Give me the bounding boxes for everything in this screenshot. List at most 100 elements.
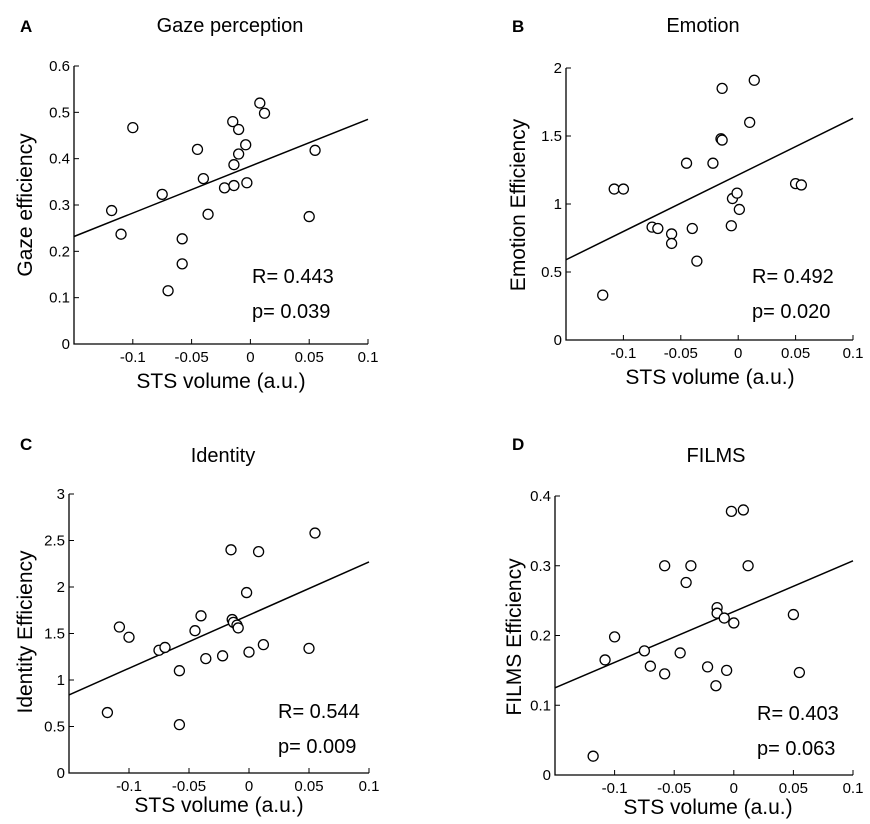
data-point <box>744 116 756 129</box>
panel-title: Gaze perception <box>157 15 304 37</box>
data-point <box>240 139 252 151</box>
y-tick-label: 2 <box>554 60 562 77</box>
panel-title: FILMS <box>687 445 746 467</box>
axes-frame <box>554 496 853 776</box>
data-point <box>227 115 239 128</box>
panel-title: Emotion <box>666 15 739 37</box>
panel-title: Identity <box>191 445 255 467</box>
regression-line <box>554 560 854 689</box>
y-tick-label: 0.5 <box>44 719 65 736</box>
data-point <box>309 527 321 539</box>
data-point <box>710 680 722 692</box>
data-point <box>200 652 212 665</box>
y-tick-label: 0.5 <box>541 264 562 281</box>
data-point <box>202 208 214 220</box>
data-point <box>232 148 245 160</box>
data-point <box>795 179 807 191</box>
data-point <box>644 660 657 672</box>
y-tick-label: 0.3 <box>49 197 70 214</box>
p-value-label: p= 0.063 <box>757 738 835 760</box>
y-tick-label: 2 <box>57 579 65 596</box>
data-point <box>725 220 737 232</box>
x-axis-label: STS volume (a.u.) <box>625 366 794 389</box>
correlation-r-label: R= 0.544 <box>278 701 360 723</box>
data-point <box>197 172 210 185</box>
data-point <box>303 642 315 655</box>
data-point <box>608 183 620 195</box>
data-point <box>665 237 678 250</box>
regression-line <box>73 118 369 238</box>
y-tick-label: 1.5 <box>541 128 562 145</box>
p-value-label: p= 0.020 <box>752 301 830 323</box>
data-point <box>728 617 740 629</box>
data-point <box>228 159 240 171</box>
data-point <box>680 576 692 589</box>
data-point <box>691 255 703 267</box>
x-tick-label: 0 <box>246 349 254 366</box>
data-point <box>195 610 207 622</box>
data-point <box>720 664 733 677</box>
panel-d: D FILMS -0.1 -0.05 0 0.05 0.1 0 0.1 0.2 0.3 0.4 STS … <box>503 435 863 819</box>
x-tick-label: 0.05 <box>295 349 324 366</box>
data-point <box>225 544 237 556</box>
data-point <box>733 203 745 216</box>
panel-a: A Gaze perception -0.1 -0.05 0 0.05 0.1 0 0.1 0.2… <box>14 15 378 393</box>
data-point <box>716 82 728 95</box>
data-point <box>665 228 678 240</box>
x-tick-label: -0.05 <box>172 778 206 795</box>
data-point <box>232 123 245 136</box>
y-tick-label: 0.2 <box>49 243 70 260</box>
x-tick-label: 0.1 <box>843 780 864 797</box>
data-point <box>176 258 188 270</box>
x-tick-label: -0.1 <box>116 778 142 795</box>
y-tick-label: 0.5 <box>49 104 70 121</box>
x-tick-label: 0.05 <box>781 345 810 362</box>
x-tick-label: 0.05 <box>294 778 323 795</box>
panel-c: C Identity -0.1 -0.05 0 0.05 0.1 0 0.5 1 1.5 2 2.5 3 S… <box>14 435 379 817</box>
y-tick-label: 0.1 <box>530 697 551 714</box>
data-point <box>173 718 186 731</box>
y-tick-label: 1 <box>57 672 65 689</box>
data-point <box>241 177 253 189</box>
data-point <box>725 505 738 517</box>
y-tick-label: 3 <box>57 486 65 503</box>
data-point <box>599 654 611 666</box>
y-axis-label: Identity Efficiency <box>14 550 37 714</box>
data-point <box>638 645 651 657</box>
data-point <box>659 668 671 680</box>
y-tick-label: 1 <box>554 196 562 213</box>
axes-frame <box>565 68 853 341</box>
x-axis-label: STS volume (a.u.) <box>623 796 792 819</box>
data-point <box>793 666 806 679</box>
y-tick-label: 0 <box>543 767 551 784</box>
data-point <box>115 228 127 240</box>
x-tick-label: 0 <box>734 345 742 362</box>
correlation-r-label: R= 0.403 <box>757 703 839 725</box>
data-point <box>597 289 609 301</box>
axes-frame <box>68 494 369 774</box>
data-point <box>232 622 244 634</box>
data-point <box>608 631 621 643</box>
data-point <box>189 625 201 637</box>
data-point <box>252 546 265 558</box>
data-point <box>674 647 686 659</box>
data-point <box>127 121 139 134</box>
data-point <box>228 179 240 192</box>
x-tick-label: 0 <box>730 780 738 797</box>
data-point <box>716 134 728 146</box>
data-point <box>748 74 760 86</box>
data-point <box>617 183 630 195</box>
y-tick-label: 0.3 <box>530 558 551 575</box>
data-point <box>652 222 664 235</box>
regression-line <box>565 117 854 261</box>
data-point <box>123 631 135 643</box>
x-tick-label: -0.1 <box>120 349 146 366</box>
p-value-label: p= 0.009 <box>278 736 356 758</box>
data-point <box>659 560 671 572</box>
panel-letter: A <box>20 17 32 36</box>
data-point <box>162 285 174 297</box>
data-point <box>191 143 204 156</box>
p-value-label: p= 0.039 <box>252 301 330 323</box>
data-point <box>156 188 168 200</box>
